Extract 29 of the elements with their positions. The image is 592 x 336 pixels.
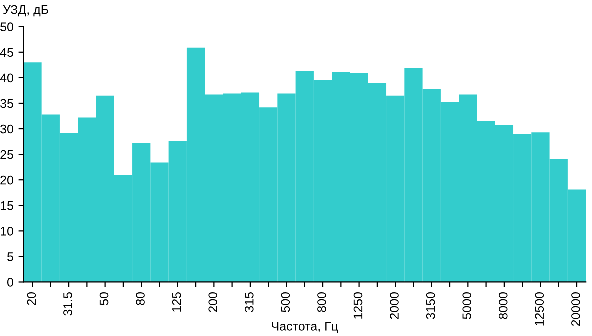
x-axis-title: Частота, Гц <box>272 322 338 334</box>
y-axis-title: УЗД, дБ <box>3 5 48 17</box>
y-tick-label: 30 <box>0 124 14 134</box>
x-tick-label: 200 <box>208 292 218 312</box>
y-tick-label: 20 <box>0 176 14 185</box>
y-tick-label: 5 <box>8 252 14 262</box>
y-tick-label: 40 <box>0 74 14 83</box>
y-tick-label: 15 <box>1 202 14 210</box>
x-tick-label: 1250 <box>354 292 363 319</box>
x-tick-label: 80 <box>136 292 145 306</box>
y-tick-label: 35 <box>0 99 14 108</box>
y-tick-label: 10 <box>1 226 14 236</box>
x-tick-label: 50 <box>100 292 109 306</box>
x-tick-label: 8000 <box>498 292 508 320</box>
x-tick-label: 5000 <box>462 292 472 320</box>
x-tick-label: 125 <box>172 292 182 312</box>
x-tick-label: 2000 <box>390 292 399 320</box>
x-tick-label: 500 <box>281 292 290 312</box>
x-tick-label: 315 <box>244 292 254 312</box>
x-tick-label: 31.5 <box>64 292 72 316</box>
y-tick-label: 25 <box>0 150 14 160</box>
y-tick-label: 50 <box>0 22 14 32</box>
y-tick-label: 45 <box>0 48 14 58</box>
x-tick-label: 800 <box>318 292 326 312</box>
y-tick-label: 0 <box>7 278 14 287</box>
x-tick-label: 20 <box>27 292 36 306</box>
x-tick-label: 20000 <box>572 292 580 326</box>
x-tick-label: 3150 <box>426 292 436 320</box>
x-tick-label: 12500 <box>535 292 544 326</box>
